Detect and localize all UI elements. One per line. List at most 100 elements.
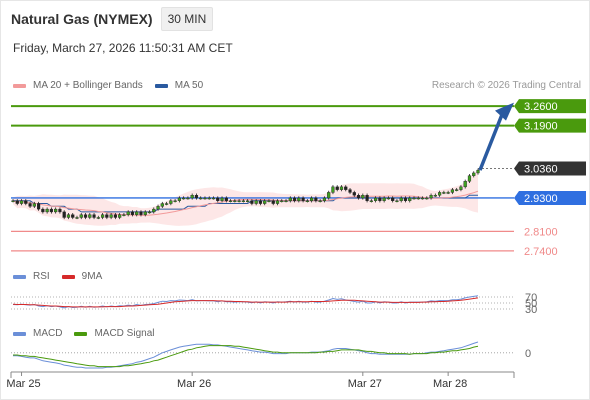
rsi-legend: RSI 9MA: [13, 271, 114, 282]
rsi-level-label: 50: [525, 298, 537, 310]
candle-body: [352, 192, 356, 196]
forecast-arrow-shaft: [478, 113, 504, 171]
candle-body: [429, 194, 433, 199]
ma20-swatch: [13, 83, 26, 88]
rsi-level-label: 30: [525, 304, 537, 316]
candle-body: [15, 200, 19, 204]
forecast-arrow-head: [495, 102, 514, 121]
candle-body: [11, 200, 15, 202]
candle-body: [32, 203, 36, 207]
candle-body: [327, 192, 331, 199]
level-tag-resistance-1: [514, 118, 586, 133]
candle-body: [83, 214, 88, 218]
candle-body: [472, 172, 476, 176]
candle-body: [66, 214, 71, 218]
candle-body: [173, 200, 177, 202]
candle-body: [361, 194, 365, 199]
candle-body: [455, 189, 459, 191]
candle-body: [75, 217, 79, 219]
legend-item-macd-signal: MACD Signal: [74, 328, 154, 339]
candle-body: [288, 197, 292, 201]
candle-body: [386, 197, 391, 200]
copyright-text: Research © 2026 Trading Central: [431, 80, 581, 91]
candle-body: [263, 200, 267, 204]
candle-body: [96, 217, 100, 219]
candle-body: [433, 194, 437, 197]
candle-body: [297, 197, 301, 201]
candle-body: [186, 197, 190, 200]
candle-body: [79, 214, 83, 218]
rsi-swatch: [13, 274, 26, 279]
candle-body: [267, 200, 271, 202]
legend-item-rsi-ma: 9MA: [61, 271, 103, 282]
level-label-price-2: 3.0360: [524, 163, 558, 175]
candle-body: [344, 186, 348, 190]
level-tag-resistance-0: [514, 99, 586, 114]
candle-body: [292, 197, 297, 201]
candle-body: [374, 197, 378, 201]
candle-body: [438, 192, 442, 196]
candle-body: [135, 211, 139, 215]
candle-body: [416, 197, 420, 200]
candle-body: [241, 200, 245, 202]
candle-body: [246, 200, 250, 202]
candle-body: [271, 200, 275, 204]
macd-signal-swatch: [74, 331, 88, 336]
candle-body: [36, 203, 41, 210]
candle-body: [118, 214, 122, 218]
candle-body: [122, 214, 126, 216]
level-label-support-4: 2.8100: [524, 226, 558, 238]
candle-body: [207, 197, 211, 200]
level-label-resistance-1: 3.1900: [524, 121, 558, 133]
candle-body: [365, 194, 369, 201]
candle-body: [164, 203, 169, 205]
candle-body: [314, 197, 318, 201]
rsi-level-label: 70: [525, 292, 537, 304]
ma20-line: [12, 190, 479, 216]
level-tag-pivot-3: [514, 190, 586, 205]
level-label-pivot-3: 2.9300: [524, 193, 558, 205]
candle-body: [391, 197, 395, 201]
candle-body: [156, 206, 160, 210]
candle-body: [88, 214, 92, 218]
candle-body: [339, 186, 344, 190]
macd-legend: MACD MACD Signal: [13, 328, 166, 339]
candle-body: [467, 175, 472, 182]
candle-body: [147, 211, 152, 214]
candle-body: [143, 211, 147, 215]
candle-body: [190, 194, 194, 199]
timeframe-button[interactable]: 30 MIN: [160, 7, 214, 31]
chart-header: Natural Gas (NYMEX) 30 MIN: [11, 7, 214, 31]
legend-label-ma50: MA 50: [174, 80, 204, 91]
candle-body: [356, 194, 361, 199]
candle-body: [54, 208, 58, 213]
legend-item-ma50: MA 50: [154, 80, 204, 91]
candle-body: [152, 208, 156, 213]
candle-body: [169, 200, 173, 204]
ma50-swatch: [154, 83, 168, 88]
x-tick-label: Mar 25: [6, 378, 40, 390]
legend-label-ma20: MA 20 + Bollinger Bands: [33, 80, 143, 91]
legend-label-rsi-ma: 9MA: [81, 271, 103, 282]
candle-body: [41, 208, 45, 213]
legend-label-rsi: RSI: [33, 271, 50, 282]
candle-body: [139, 211, 143, 215]
candle-body: [275, 200, 280, 204]
candle-body: [237, 200, 241, 202]
rsi-ma-swatch: [61, 274, 75, 279]
macd-zero-label: 0: [525, 348, 531, 360]
candle-body: [403, 197, 408, 201]
candle-body: [62, 211, 66, 218]
candle-body: [310, 197, 314, 201]
candle-body: [318, 200, 322, 202]
candle-body: [331, 186, 335, 193]
candle-body: [199, 197, 203, 200]
candle-body: [420, 197, 425, 200]
candle-body: [425, 197, 429, 200]
main-legend: MA 20 + Bollinger Bands MA 50: [13, 80, 215, 91]
candle-body: [305, 200, 309, 202]
candle-body: [442, 192, 446, 194]
legend-label-macd-signal: MACD Signal: [94, 328, 155, 339]
macd-signal-line: [13, 345, 479, 368]
candle-body: [109, 214, 113, 218]
